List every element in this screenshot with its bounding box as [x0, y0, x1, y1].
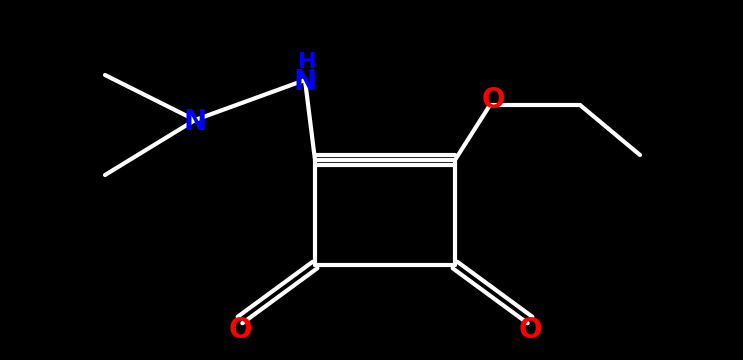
- Text: O: O: [481, 86, 504, 114]
- Text: H: H: [298, 52, 317, 72]
- Text: N: N: [184, 108, 207, 136]
- Text: O: O: [228, 316, 252, 344]
- Text: N: N: [293, 68, 317, 96]
- Text: O: O: [519, 316, 542, 344]
